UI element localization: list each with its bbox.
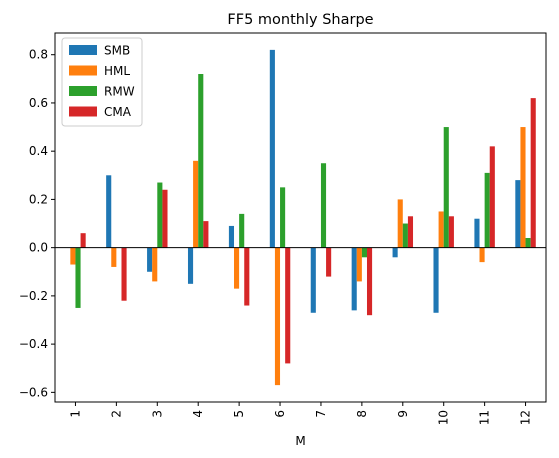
bar-smb-12 <box>515 180 521 248</box>
plot-frame <box>54 32 547 403</box>
legend-label-smb: SMB <box>104 44 130 58</box>
bar-smb-11 <box>474 218 480 248</box>
x-tick-label: 5 <box>232 410 246 418</box>
legend-swatch-smb <box>69 45 97 55</box>
y-tick-label: 0.4 <box>29 144 48 158</box>
bar-rmw-1 <box>75 247 81 308</box>
x-tick-label: 2 <box>109 410 123 418</box>
bar-cma-11 <box>489 146 495 248</box>
bar-smb-10 <box>433 247 439 313</box>
bar-rmw-4 <box>198 74 204 248</box>
bar-cma-7 <box>326 247 332 277</box>
bars-group <box>70 49 536 386</box>
y-tick-label: 0.0 <box>29 241 48 255</box>
bar-hml-4 <box>193 160 199 248</box>
bar-smb-3 <box>147 247 153 272</box>
bar-cma-12 <box>530 98 536 248</box>
bar-smb-4 <box>187 247 194 284</box>
x-tick-label: 7 <box>314 410 328 418</box>
legend-label-rmw: RMW <box>104 85 135 99</box>
bar-rmw-7 <box>320 163 327 248</box>
x-tick-label: 10 <box>437 410 451 425</box>
legend-swatch-rmw <box>69 86 97 96</box>
bar-cma-2 <box>121 247 127 301</box>
bar-cma-8 <box>366 247 373 316</box>
bar-smb-7 <box>310 247 316 313</box>
y-tick-label: −0.2 <box>19 289 48 303</box>
y-tick-label: 0.6 <box>29 96 48 110</box>
bar-cma-3 <box>162 189 168 248</box>
bar-rmw-11 <box>484 172 490 248</box>
legend-box <box>61 37 143 127</box>
y-tick-label: −0.6 <box>19 385 48 399</box>
x-tick-label: 4 <box>191 410 205 418</box>
bar-cma-1 <box>80 233 86 248</box>
bar-hml-5 <box>234 247 240 289</box>
x-tick-label: 6 <box>273 410 287 418</box>
bar-hml-1 <box>70 247 76 265</box>
legend-label-cma: CMA <box>104 105 132 119</box>
bar-cma-4 <box>203 221 209 248</box>
bar-hml-6 <box>274 247 281 386</box>
bar-hml-2 <box>111 247 117 267</box>
legend: SMB HML RMW CMA <box>61 37 143 127</box>
y-axis: −0.6 −0.4 −0.2 0.0 0.2 0.4 0.6 0.8 <box>19 48 55 399</box>
bar-smb-8 <box>351 247 357 311</box>
bar-smb-6 <box>269 49 275 248</box>
bar-rmw-3 <box>157 182 163 248</box>
bar-rmw-12 <box>525 238 531 248</box>
x-tick-label: 1 <box>68 410 82 418</box>
bar-cma-5 <box>244 247 250 306</box>
y-tick-label: −0.4 <box>19 337 48 351</box>
x-tick-label: 3 <box>150 410 164 418</box>
legend-swatch-cma <box>69 106 97 117</box>
x-tick-label: 11 <box>478 410 492 425</box>
bar-cma-9 <box>407 216 414 248</box>
bar-rmw-9 <box>402 223 408 248</box>
legend-swatch-hml <box>69 65 97 76</box>
x-axis: 1 2 3 4 5 6 7 8 9 10 11 12 <box>68 402 533 425</box>
bar-hml-8 <box>356 247 362 282</box>
bar-rmw-6 <box>280 187 286 248</box>
y-tick-label: 0.2 <box>29 192 48 206</box>
bar-hml-3 <box>152 247 158 282</box>
bar-cma-6 <box>285 247 291 364</box>
x-tick-label: 8 <box>355 410 369 418</box>
bar-hml-10 <box>438 211 444 248</box>
chart-title: FF5 monthly Sharpe <box>227 12 373 28</box>
x-tick-label: 12 <box>519 410 533 425</box>
bar-smb-5 <box>228 225 235 248</box>
bar-cma-10 <box>448 216 454 248</box>
legend-label-hml: HML <box>104 64 130 78</box>
bar-smb-2 <box>106 175 112 248</box>
x-tick-label: 9 <box>396 410 410 418</box>
bar-hml-12 <box>520 127 526 248</box>
y-tick-label: 0.8 <box>29 48 48 62</box>
bar-rmw-8 <box>361 247 367 258</box>
bar-rmw-5 <box>239 213 245 248</box>
bar-smb-9 <box>392 247 398 258</box>
bar-hml-9 <box>397 199 403 248</box>
bar-hml-11 <box>479 247 485 263</box>
bar-rmw-10 <box>443 127 449 248</box>
x-axis-title: M <box>295 434 305 448</box>
